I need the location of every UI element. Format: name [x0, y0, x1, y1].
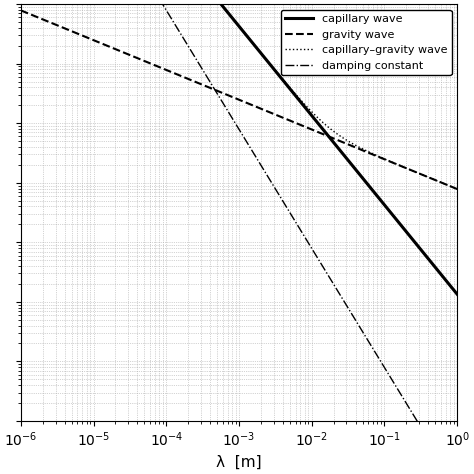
gravity wave: [18, 8, 24, 13]
damping constant: [185, 43, 191, 49]
capillary wave: [399, 223, 404, 229]
capillary–gravity wave: [455, 186, 460, 192]
Legend: capillary wave, gravity wave, capillary–gravity wave, damping constant: capillary wave, gravity wave, capillary–…: [281, 10, 452, 75]
gravity wave: [94, 38, 100, 44]
capillary wave: [455, 292, 460, 297]
gravity wave: [185, 76, 191, 82]
Line: damping constant: damping constant: [21, 0, 457, 474]
capillary wave: [446, 281, 451, 287]
Line: capillary–gravity wave: capillary–gravity wave: [21, 0, 457, 189]
Line: gravity wave: gravity wave: [21, 10, 457, 189]
X-axis label: λ  [m]: λ [m]: [216, 455, 262, 470]
capillary–gravity wave: [446, 182, 451, 188]
gravity wave: [446, 182, 451, 188]
gravity wave: [399, 164, 404, 169]
damping constant: [446, 470, 451, 474]
damping constant: [399, 393, 404, 399]
Line: capillary wave: capillary wave: [21, 0, 457, 294]
gravity wave: [204, 84, 210, 90]
damping constant: [204, 74, 210, 80]
gravity wave: [455, 186, 460, 192]
capillary–gravity wave: [399, 164, 404, 169]
gravity wave: [68, 28, 73, 34]
